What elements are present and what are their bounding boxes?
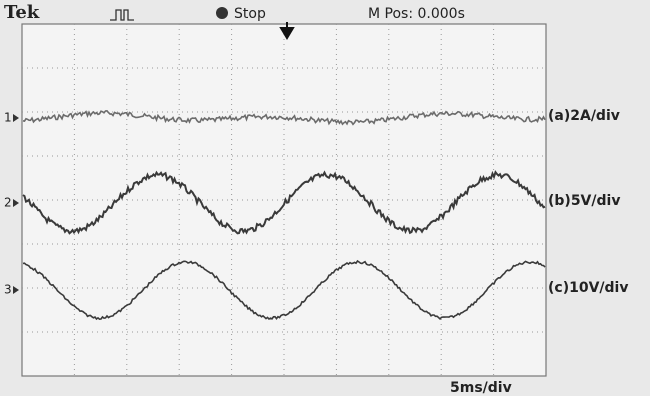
channel-marker: 3	[4, 283, 12, 297]
channel-marker: 2	[4, 196, 12, 210]
oscilloscope-screen: Tek Stop M Pos: 0.000s 5ms/div 1 (a)2A/di…	[0, 0, 650, 396]
channel-scale: (a)2A/div	[548, 108, 620, 124]
stop-icon	[216, 7, 228, 19]
position: M Pos: 0.000s	[368, 6, 465, 22]
run-status: Stop	[234, 6, 266, 22]
channel-scale: (b)5V/div	[548, 193, 620, 209]
channel-marker: 1	[4, 111, 12, 125]
brand: Tek	[4, 2, 40, 23]
channel-scale: (c)10V/div	[548, 280, 628, 296]
timebase: 5ms/div	[450, 380, 512, 396]
